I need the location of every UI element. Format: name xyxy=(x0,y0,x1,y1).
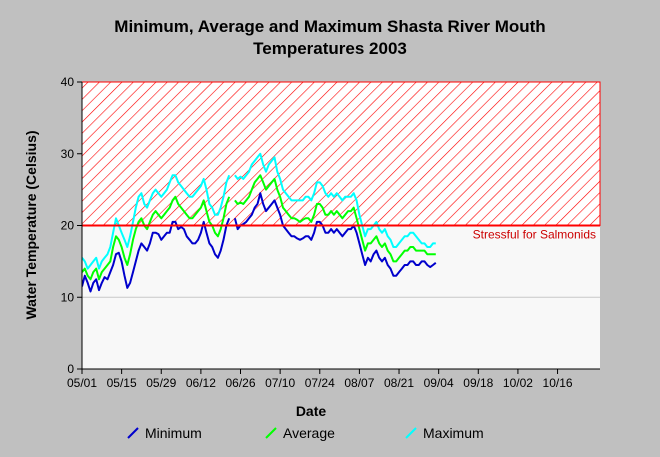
legend-swatch-minimum xyxy=(127,427,139,439)
legend-swatch-average xyxy=(265,427,277,439)
x-tick-label-1: 05/15 xyxy=(107,376,137,390)
chart-title-line-1: Minimum, Average and Maximum Shasta Rive… xyxy=(114,17,545,36)
x-tick-label-4: 06/26 xyxy=(225,376,255,390)
x-tick-label-6: 07/24 xyxy=(305,376,335,390)
x-tick-label-0: 05/01 xyxy=(67,376,97,390)
legend-label-maximum: Maximum xyxy=(423,425,484,441)
x-tick-label-11: 10/02 xyxy=(503,376,533,390)
y-tick-label-0: 0 xyxy=(67,362,74,376)
legend-label-minimum: Minimum xyxy=(145,425,202,441)
legend: Minimum Average Maximum xyxy=(127,425,484,441)
y-tick-label-3: 30 xyxy=(61,147,75,161)
x-ticks: 05/01 05/15 05/29 06/12 06/26 07/10 07/24 08/07… xyxy=(67,369,573,390)
legend-swatch-maximum xyxy=(405,427,417,439)
series-minimum-line-1 xyxy=(233,192,437,277)
series-maximum-line-1 xyxy=(234,152,436,248)
y-ticks: 0 10 20 30 40 xyxy=(61,75,82,376)
y-tick-label-2: 20 xyxy=(61,219,75,233)
x-axis-title: Date xyxy=(296,403,327,419)
x-tick-label-3: 06/12 xyxy=(186,376,216,390)
x-tick-label-9: 09/04 xyxy=(424,376,454,390)
x-tick-label-5: 07/10 xyxy=(265,376,295,390)
stress-zone xyxy=(81,81,601,226)
series-maximum-line-0 xyxy=(82,174,231,270)
x-tick-label-2: 05/29 xyxy=(146,376,176,390)
y-axis-title: Water Temperature (Celsius) xyxy=(23,130,39,319)
x-tick-label-12: 10/16 xyxy=(543,376,573,390)
legend-label-average: Average xyxy=(283,425,335,441)
series-layer xyxy=(82,152,437,293)
series-average-line-1 xyxy=(234,174,436,263)
chart-title-line-2: Temperatures 2003 xyxy=(253,39,407,58)
y-tick-label-4: 40 xyxy=(61,75,75,89)
x-tick-label-10: 09/18 xyxy=(463,376,493,390)
y-tick-label-1: 10 xyxy=(61,290,75,304)
x-tick-label-7: 08/07 xyxy=(344,376,374,390)
threshold-label: Stressful for Salmonids xyxy=(473,228,596,242)
x-tick-label-8: 08/21 xyxy=(384,376,414,390)
series-average-line-0 xyxy=(82,195,231,281)
